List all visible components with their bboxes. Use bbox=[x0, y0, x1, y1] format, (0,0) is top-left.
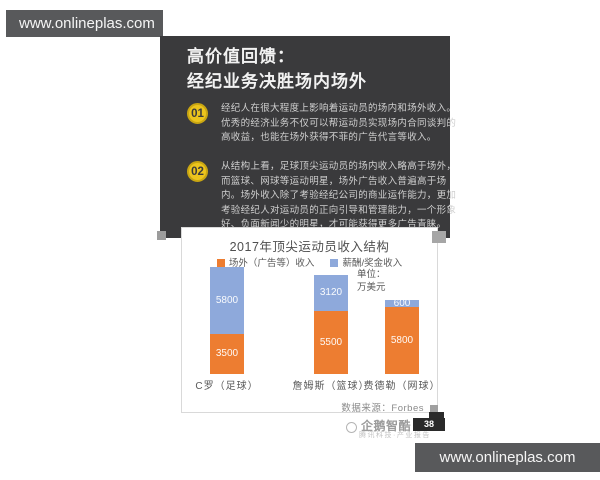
bar-column: 600 5800 bbox=[385, 298, 419, 374]
bar-value-label: 3500 bbox=[215, 348, 239, 360]
bar-value-label: 3120 bbox=[319, 287, 343, 299]
accent-square bbox=[430, 405, 438, 413]
publisher-subline: 腾讯科技·产业报告 bbox=[359, 432, 431, 439]
chart-title: 2017年顶尖运动员收入结构 bbox=[229, 240, 390, 254]
publisher-logo-icon bbox=[346, 422, 357, 433]
point-02-line: 好、负面新闻少的明星，才可能获得更多广告青睐。 bbox=[221, 219, 447, 231]
legend-item: 薪酬/奖金收入 bbox=[330, 255, 402, 269]
legend-label: 薪酬/奖金收入 bbox=[342, 258, 403, 269]
point-01-line: 高收益，也能在场外获得不菲的广告代言等收入。 bbox=[221, 132, 437, 144]
legend-swatch-icon bbox=[216, 259, 225, 267]
slide-panel: 高价值回馈： 经纪业务决胜场内场外 01 经纪人在很大程度上影响着运动员的场内和… bbox=[160, 36, 457, 238]
category-labels: C罗（足球） 詹姆斯（篮球） 费德勒（网球） bbox=[182, 377, 439, 392]
source-label: 数据来源：Forbes bbox=[341, 403, 424, 414]
point-02-line: 从结构上看，足球顶尖运动员的场内收入略高于场外， bbox=[221, 161, 457, 172]
category-label: 费德勒（网球） bbox=[363, 381, 441, 392]
slide-title-line2: 经纪业务决胜场内场外 bbox=[187, 72, 367, 91]
bottom-banner-url: www.onlineplas.com bbox=[439, 449, 576, 466]
bar-column: 5800 3500 bbox=[210, 267, 244, 374]
point-01-line: 经纪人在很大程度上影响着运动员的场内和场外收入。 bbox=[221, 103, 457, 114]
unit-label-line1: 单位： bbox=[357, 269, 386, 280]
point-02-line: 考验经纪人对运动员的正向引导和管理能力，一个形象 bbox=[221, 204, 457, 216]
bar-value-label: 5500 bbox=[319, 336, 343, 348]
bar-value-label: 5800 bbox=[390, 335, 414, 347]
slide-title-line1: 高价值回馈： bbox=[187, 47, 295, 66]
bar-segment: 600 bbox=[385, 298, 419, 310]
legend-swatch-icon bbox=[330, 259, 339, 267]
bottom-site-banner: www.onlineplas.com bbox=[415, 443, 600, 472]
point-01-line: 优秀的经济业务不仅可以帮运动员实现场内合同谈判的 bbox=[221, 117, 457, 129]
bar-segment: 3120 bbox=[314, 274, 348, 311]
category-label: C罗（足球） bbox=[195, 381, 259, 392]
bar-value-label: 600 bbox=[393, 298, 411, 310]
top-banner-url: www.onlineplas.com bbox=[19, 15, 155, 32]
unit-label: 单位： 万美元 bbox=[357, 268, 386, 294]
bar-segment: 5800 bbox=[210, 267, 244, 334]
accent-square bbox=[157, 231, 166, 240]
unit-label-line2: 万美元 bbox=[357, 282, 386, 293]
category-label: 詹姆斯（篮球） bbox=[292, 381, 370, 392]
chart-legend: 场外（广告等）收入 薪酬/奖金收入 bbox=[182, 255, 437, 269]
top-site-banner: www.onlineplas.com bbox=[6, 10, 163, 37]
slide-title: 高价值回馈： 经纪业务决胜场内场外 bbox=[187, 44, 367, 94]
point-02-number-badge: 02 bbox=[187, 161, 208, 182]
legend-label: 场外（广告等）收入 bbox=[228, 258, 315, 269]
point-02-line: 内。场外收入除了考验经纪公司的商业运作能力，更加 bbox=[221, 190, 457, 202]
bar-segment: 5800 bbox=[385, 307, 419, 374]
page-number-badge: 38 bbox=[413, 418, 445, 431]
chart-card: 2017年顶尖运动员收入结构 场外（广告等）收入 薪酬/奖金收入 单位： 万美元 … bbox=[181, 227, 440, 414]
bar-segment: 3500 bbox=[210, 333, 244, 374]
publisher-watermark: 企鹅智酷 38 腾讯科技·产业报告 bbox=[346, 417, 456, 441]
legend-item: 场外（广告等）收入 bbox=[216, 255, 315, 269]
accent-square bbox=[432, 231, 446, 243]
plot-area: 5800 3500 3120 5500 600 5800 bbox=[182, 228, 437, 374]
point-01-text: 经纪人在很大程度上影响着运动员的场内和场外收入。 优秀的经济业务不仅可以帮运动员… bbox=[221, 102, 457, 146]
bar-column: 3120 5500 bbox=[314, 274, 348, 374]
bar-segment: 5500 bbox=[314, 310, 348, 374]
point-02-text: 从结构上看，足球顶尖运动员的场内收入略高于场外， 而篮球、网球等运动明星，场外广… bbox=[221, 160, 457, 233]
bar-value-label: 5800 bbox=[215, 294, 239, 306]
point-02-line: 而篮球、网球等运动明星，场外广告收入普遍高于场 bbox=[221, 175, 447, 187]
publisher-name: 企鹅智酷 bbox=[361, 419, 412, 433]
point-01-number-badge: 01 bbox=[187, 103, 208, 124]
